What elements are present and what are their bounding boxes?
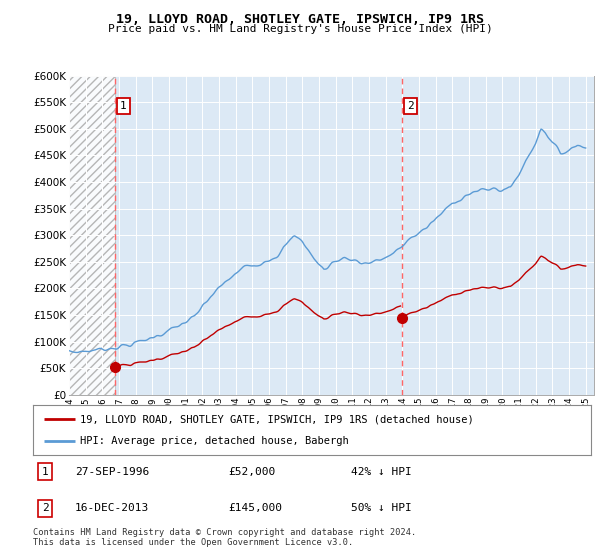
Text: 27-SEP-1996: 27-SEP-1996: [75, 467, 149, 477]
Text: Contains HM Land Registry data © Crown copyright and database right 2024.
This d: Contains HM Land Registry data © Crown c…: [33, 528, 416, 548]
Bar: [69, 76, 115, 395]
Text: 19, LLOYD ROAD, SHOTLEY GATE, IPSWICH, IP9 1RS: 19, LLOYD ROAD, SHOTLEY GATE, IPSWICH, I…: [116, 13, 484, 26]
Text: £52,000: £52,000: [229, 467, 275, 477]
Text: 2: 2: [42, 503, 49, 513]
Text: 19, LLOYD ROAD, SHOTLEY GATE, IPSWICH, IP9 1RS (detached house): 19, LLOYD ROAD, SHOTLEY GATE, IPSWICH, I…: [80, 414, 474, 424]
Text: 16-DEC-2013: 16-DEC-2013: [75, 503, 149, 513]
Text: HPI: Average price, detached house, Babergh: HPI: Average price, detached house, Babe…: [80, 436, 349, 446]
Text: Price paid vs. HM Land Registry's House Price Index (HPI): Price paid vs. HM Land Registry's House …: [107, 24, 493, 34]
Text: 1: 1: [42, 467, 49, 477]
Text: 1: 1: [120, 101, 127, 111]
Text: 50% ↓ HPI: 50% ↓ HPI: [351, 503, 412, 513]
Text: 2: 2: [407, 101, 413, 111]
Text: 42% ↓ HPI: 42% ↓ HPI: [351, 467, 412, 477]
Text: £145,000: £145,000: [229, 503, 283, 513]
